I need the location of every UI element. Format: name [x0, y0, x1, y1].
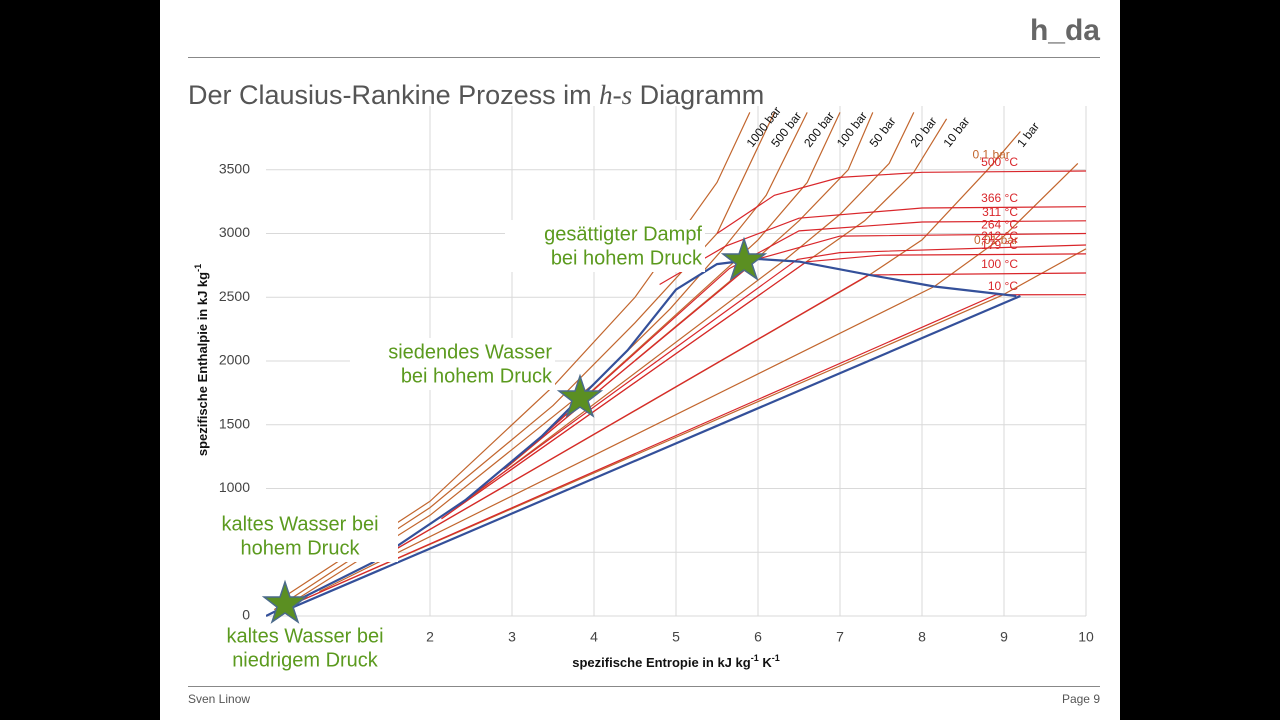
title-text: Der Clausius-Rankine Prozess im	[188, 80, 592, 110]
series-line	[277, 294, 1021, 615]
label-part: spezifische Entropie in kJ kg	[572, 655, 750, 670]
logo: h_da	[1029, 14, 1100, 47]
x-tick-label: 6	[754, 629, 762, 645]
series-label: 10 °C	[988, 279, 1018, 293]
series-line	[273, 112, 751, 604]
series-label: 212 °C	[981, 229, 1018, 243]
label-part: spezifische Enthalpie in kJ kg	[195, 272, 210, 456]
series-line	[505, 112, 874, 470]
x-tick-label: 10	[1078, 629, 1094, 645]
slide-title: Der Clausius-Rankine Prozess im h-s Diag…	[188, 80, 764, 111]
state-star	[720, 236, 768, 281]
annotation: kaltes Wasser bei	[226, 625, 383, 647]
page-number: Page 9	[1061, 692, 1100, 706]
y-tick-label: 1500	[219, 415, 250, 431]
x-axis-label: spezifische Entropie in kJ kg-1 K-1	[572, 653, 779, 670]
label-sup: -1	[772, 653, 780, 663]
series-line	[503, 232, 1087, 470]
series-label: 0,01 bar	[974, 233, 1018, 247]
series-label: 366 °C	[981, 191, 1018, 205]
series-label: 179 °C	[981, 238, 1018, 252]
y-tick-label: 1000	[219, 479, 250, 495]
stars	[261, 236, 768, 624]
series-line	[273, 248, 1087, 613]
y-tick-label: 3500	[219, 160, 250, 176]
series-label: 500 °C	[981, 155, 1018, 169]
series-label: 311 °C	[982, 205, 1018, 219]
series-label: 1 bar	[1014, 120, 1042, 150]
x-tick-label: 5	[672, 629, 680, 645]
annotation-bg	[350, 338, 555, 390]
x-tick-label: 8	[918, 629, 926, 645]
annotation-bg	[505, 220, 705, 272]
slide: h_da Der Clausius-Rankine Prozess im h-s…	[160, 0, 1120, 720]
state-star	[261, 579, 309, 624]
annotation: niedrigem Druck	[232, 649, 379, 671]
y-tick-label: 0	[242, 607, 250, 623]
annotation-bg	[203, 510, 398, 562]
x-tick-label: 7	[836, 629, 844, 645]
y-tick-label: 2000	[219, 352, 250, 368]
series-label: 264 °C	[981, 218, 1018, 232]
series-line	[441, 253, 1087, 520]
rule	[188, 686, 1100, 687]
series-label: 20 bar	[908, 114, 940, 149]
x-tick-label: 9	[1000, 629, 1008, 645]
author: Sven Linow	[188, 692, 251, 706]
series-label: 100 °C	[981, 257, 1018, 271]
title-text: Diagramm	[639, 80, 765, 110]
lines	[266, 112, 1087, 617]
series-line	[319, 162, 1079, 593]
label-part: K	[759, 655, 773, 670]
annotation: kaltes Wasser bei	[221, 513, 378, 535]
annotation: bei hohem Druck	[551, 247, 703, 269]
label-sup: -1	[751, 653, 759, 663]
annotations: gesättigter Dampf bei hohem Druck sieden…	[203, 220, 705, 671]
rule	[188, 57, 1100, 58]
annotation: hohem Druck	[241, 537, 361, 559]
x-tick-label: 4	[590, 629, 598, 645]
series-line	[540, 220, 1087, 438]
series-line	[716, 170, 1087, 234]
annotation: siedendes Wasser	[388, 341, 552, 363]
series-label: 0,1 bar	[972, 148, 1009, 162]
x-tick-label: 3	[508, 629, 516, 645]
annotation: gesättigter Dampf	[544, 223, 702, 245]
series-line	[266, 257, 1017, 617]
series-line	[541, 112, 841, 437]
series-label: 10 bar	[940, 114, 972, 149]
x-tick-label: 2	[426, 629, 434, 645]
y-tick-label: 2500	[219, 288, 250, 304]
series-line	[464, 244, 1087, 501]
annotation: bei hohem Druck	[401, 365, 553, 387]
title-italic: h-s	[599, 80, 633, 110]
y-axis-label: spezifische Enthalpie in kJ kg-1	[193, 264, 210, 456]
series-line	[273, 112, 775, 611]
state-star	[556, 373, 604, 418]
label-sup: -1	[193, 264, 203, 272]
y-tick-label: 3000	[219, 224, 250, 240]
series-label: 50 bar	[867, 114, 899, 149]
series-line	[278, 294, 1087, 612]
series-line	[273, 112, 808, 615]
